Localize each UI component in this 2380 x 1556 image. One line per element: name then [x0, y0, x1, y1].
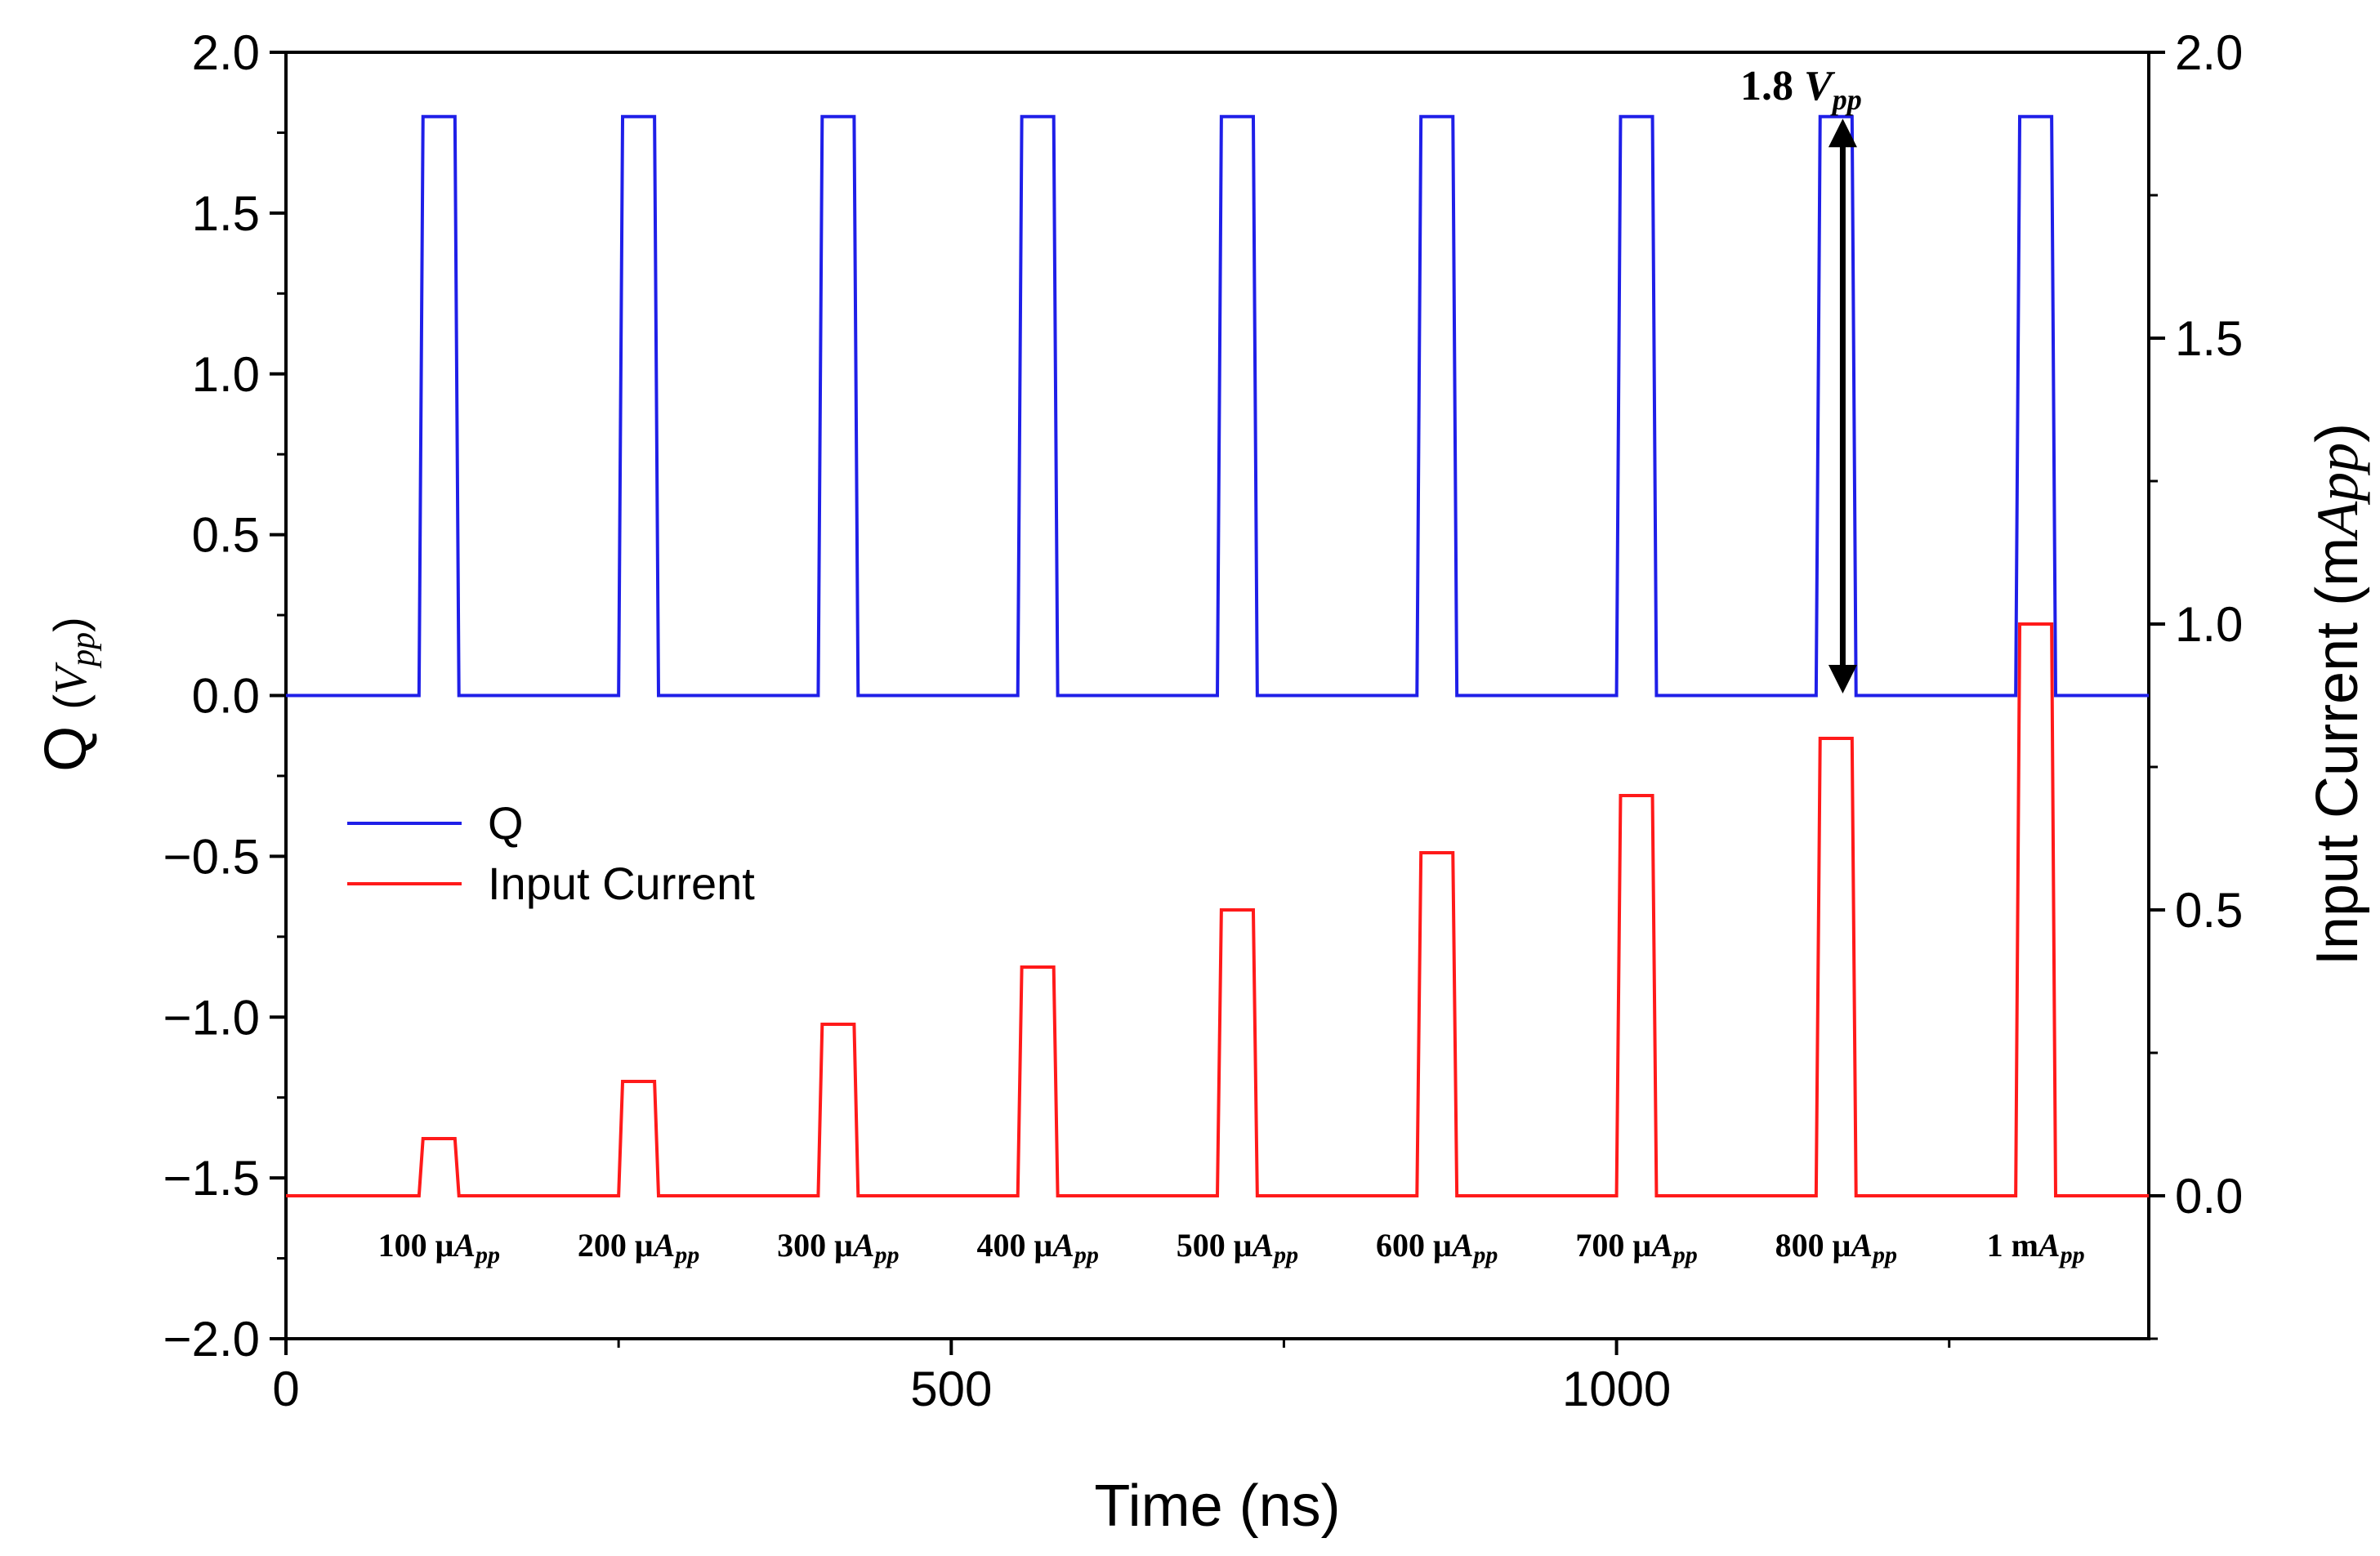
series-line-q	[286, 114, 2149, 698]
y-tick-label: −2.0	[163, 1312, 260, 1367]
y-tick-label: −1.5	[163, 1151, 260, 1206]
pulse-label: 700 μApp	[1575, 1227, 1697, 1268]
right-axis-ticks: 2.0 1.5 1.0 0.5 0.0	[2149, 25, 2243, 1340]
x-tick-label: 1000	[1562, 1362, 1671, 1416]
y2-tick-label: 1.5	[2175, 311, 2243, 366]
pulse-label: 100 μApp	[378, 1227, 500, 1268]
pulse-label: 300 μApp	[777, 1227, 899, 1268]
pulse-label: 800 μApp	[1775, 1227, 1897, 1268]
x-tick-label: 0	[272, 1362, 299, 1416]
series-line-input-current	[286, 622, 2149, 1197]
pulse-label: 500 μApp	[1177, 1227, 1298, 1268]
bottom-axis-ticks: 0 500 1000	[272, 1339, 1951, 1416]
left-axis-ticks: 2.0 1.5 1.0 0.5 0.0 −0.5 −1.0 −1.5 −2.0	[163, 25, 286, 1367]
pulse-label: 400 μApp	[976, 1227, 1098, 1268]
y2-tick-label: 0.5	[2175, 883, 2243, 938]
pulse-label: 200 μApp	[578, 1227, 699, 1268]
x-axis-title: Time (ns)	[1094, 1474, 1340, 1539]
y-tick-label: −0.5	[163, 829, 260, 884]
y-tick-label: 0.5	[192, 508, 260, 563]
y-tick-label: 1.0	[192, 347, 260, 402]
legend-label-q: Q	[488, 797, 524, 849]
annotation-layer: 1.8 Vpp 100 μApp 200 μApp 300 μApp 400 μApp…	[378, 63, 2085, 1268]
y-tick-label: 1.5	[192, 186, 260, 241]
pulse-amplitude-labels: 100 μApp 200 μApp 300 μApp 400 μApp 500 μApp…	[378, 1227, 2085, 1268]
y2-tick-label: 0.0	[2175, 1169, 2243, 1224]
pulse-label: 600 μApp	[1376, 1227, 1498, 1268]
y2-tick-label: 1.0	[2175, 597, 2243, 652]
y2-tick-label: 2.0	[2175, 25, 2243, 80]
y-tick-label: −1.0	[163, 990, 260, 1045]
y-tick-label: 0.0	[192, 669, 260, 724]
series-layer	[286, 114, 2149, 1197]
legend: Q Input Current	[347, 797, 755, 909]
y-axis-title: Q (Vpp)	[33, 617, 102, 772]
legend-label-input-current: Input Current	[488, 858, 755, 909]
pulse-label: 1 mApp	[1987, 1227, 2085, 1268]
vpp-annotation: 1.8 Vpp	[1740, 63, 1862, 116]
y2-axis-title: Input Current (mApp)	[2305, 423, 2370, 965]
y-tick-label: 2.0	[192, 25, 260, 80]
x-tick-label: 500	[910, 1362, 992, 1416]
